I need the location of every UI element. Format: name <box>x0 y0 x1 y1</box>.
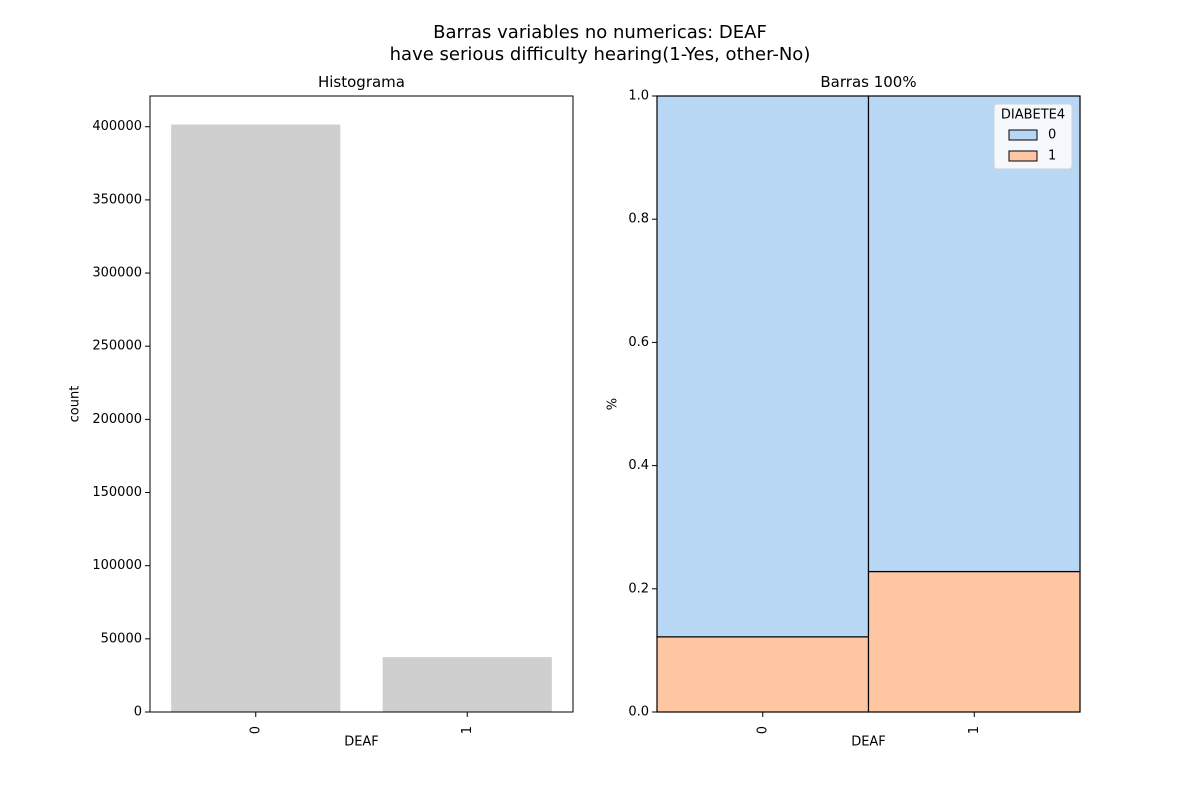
panel1-bar-0 <box>171 124 341 713</box>
panel2-ytick-label: 0.8 <box>628 212 649 227</box>
panel2-legend-label-0: 0 <box>1048 128 1056 143</box>
panel1-ylabel: count <box>68 386 83 423</box>
panel2-ylabel: % <box>606 398 621 410</box>
panel2-xtick-label-1: 1 <box>967 726 982 734</box>
panel2-ytick-label: 0.0 <box>628 705 649 720</box>
panel2-title: Barras 100% <box>820 73 916 91</box>
panel1-ytick-label: 200000 <box>92 412 142 427</box>
panel2-ytick-label: 1.0 <box>628 89 649 104</box>
panel1-ytick-label: 350000 <box>92 192 142 207</box>
panel1-ytick-label: 50000 <box>101 631 142 646</box>
panel2-ytick-label: 0.6 <box>628 335 649 350</box>
panel1-ytick-label: 400000 <box>92 119 142 134</box>
panel2-bar-1-series-1 <box>867 570 1081 713</box>
panel1-axes-frame <box>149 95 574 713</box>
panel1-xtick-label-1: 1 <box>460 726 475 734</box>
panel2-axes-frame <box>656 95 1081 713</box>
panel1-title: Histograma <box>318 73 405 91</box>
panel1-ytick-label: 300000 <box>92 266 142 281</box>
figure-title-line-1: Barras variables no numericas: DEAF <box>433 22 767 43</box>
panel1-ytick-label: 250000 <box>92 339 142 354</box>
panel2-legend-label-1: 1 <box>1048 149 1056 164</box>
panel2-ytick-label: 0.4 <box>628 458 649 473</box>
panel1-ytick-label: 0 <box>134 705 142 720</box>
panel1-xtick-label-0: 0 <box>248 726 263 734</box>
panel1-xlabel: DEAF <box>344 735 379 750</box>
panel2-xlabel: DEAF <box>851 735 886 750</box>
panel1-ytick-label: 150000 <box>92 485 142 500</box>
panel2-ytick-label: 0.2 <box>628 581 649 596</box>
figure-title-line-2: have serious difficulty hearing(1-Yes, o… <box>389 44 811 65</box>
panel2-legend-swatch-1 <box>1008 150 1038 162</box>
panel2-legend-swatch-0 <box>1008 129 1038 141</box>
panel2-bar-0-series-1 <box>656 636 870 713</box>
panel2-xtick-label-0: 0 <box>755 726 770 734</box>
panel2-legend-title: DIABETE4 <box>1001 108 1065 123</box>
panel1-bar-1 <box>382 657 552 712</box>
panel2-bar-0-series-0 <box>656 95 870 638</box>
panel1-ytick-label: 100000 <box>92 558 142 573</box>
panel2-bar-1-series-0 <box>867 95 1081 573</box>
